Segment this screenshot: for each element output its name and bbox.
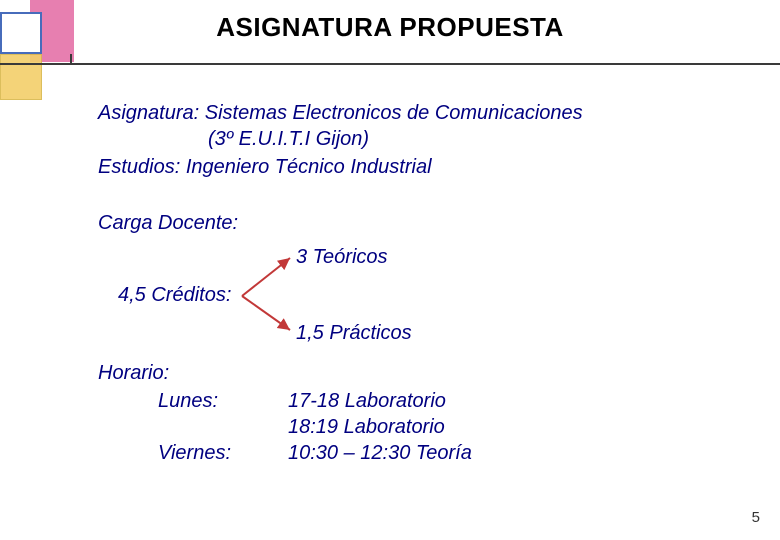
credits-block: 3 Teóricos 4,5 Créditos: 1,5 Prácticos <box>98 244 718 354</box>
page-number: 5 <box>752 509 760 526</box>
body-content: Asignatura: Sistemas Electronicos de Com… <box>98 100 718 466</box>
schedule-times: 17-18 Laboratorio 18:19 Laboratorio <box>288 388 718 440</box>
schedule-grid: Lunes: 17-18 Laboratorio 18:19 Laborator… <box>98 388 718 466</box>
credits-theoretical: 3 Teóricos <box>296 244 388 270</box>
subject-line-2: (3º E.U.I.T.I Gijon) <box>98 126 718 152</box>
schedule-time-entry: 10:30 – 12:30 Teoría <box>288 440 718 466</box>
schedule-day: Viernes: <box>98 440 268 466</box>
schedule-day: Lunes: <box>98 388 268 440</box>
subject-line-1: Asignatura: Sistemas Electronicos de Com… <box>98 100 718 126</box>
schedule-label: Horario: <box>98 360 718 386</box>
schedule-time-entry: 18:19 Laboratorio <box>288 414 718 440</box>
teaching-load-label: Carga Docente: <box>98 210 718 236</box>
page-title: ASIGNATURA PROPUESTA <box>0 12 780 43</box>
schedule-block: Horario: Lunes: 17-18 Laboratorio 18:19 … <box>98 360 718 466</box>
slide: ASIGNATURA PROPUESTA Asignatura: Sistema… <box>0 0 780 540</box>
credits-label: 4,5 Créditos: <box>118 282 231 308</box>
subject-line-3: Estudios: Ingeniero Técnico Industrial <box>98 154 718 180</box>
credits-practical: 1,5 Prácticos <box>296 320 412 346</box>
deco-horizontal-rule <box>0 63 780 65</box>
deco-vertical-bridge <box>70 54 72 64</box>
deco-yellow-square <box>0 54 42 100</box>
split-arrow-icon <box>236 250 306 342</box>
schedule-times: 10:30 – 12:30 Teoría <box>288 440 718 466</box>
schedule-time-entry: 17-18 Laboratorio <box>288 388 718 414</box>
